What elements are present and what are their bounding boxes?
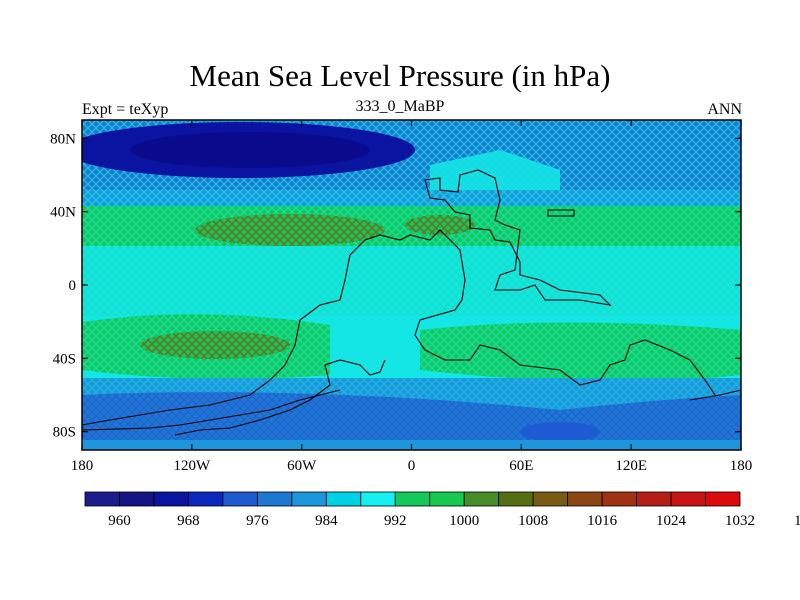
east-coast-fragment <box>689 389 741 401</box>
colorbar-swatch <box>567 491 603 507</box>
south-high-east-hatch <box>420 322 741 382</box>
gondwana-coast-north <box>349 229 716 396</box>
north-ridge <box>430 150 560 195</box>
colorbar-label: 1000 <box>449 513 479 529</box>
coastlines <box>82 169 741 436</box>
lat-tick-label: 40N <box>50 205 76 221</box>
colorbar-label: 1040 <box>794 513 800 529</box>
latitude-axis: 80N 40N 0 40S 80S <box>50 131 741 441</box>
lon-tick-label: 120W <box>173 458 211 474</box>
colorbar-swatch <box>291 491 327 507</box>
colorbar-swatch <box>394 491 431 507</box>
small-island <box>547 209 575 217</box>
lat-tick-label: 80S <box>53 425 76 441</box>
gondwana-coast-west <box>82 254 351 426</box>
colorbar-label: 992 <box>384 513 407 529</box>
colorbar-swatch <box>256 491 293 507</box>
lat-tick-label: 0 <box>69 278 77 294</box>
colorbar-swatch <box>153 491 189 507</box>
colorbar-swatch <box>325 491 362 507</box>
colorbar-swatch <box>360 491 396 507</box>
lon-tick-label: 180 <box>71 458 94 474</box>
colorbar-swatch <box>429 491 465 507</box>
north-transition-hatch <box>82 190 741 208</box>
colorbar-label: 968 <box>177 513 200 529</box>
colorbar-swatch <box>222 491 258 507</box>
lon-tick-label: 120E <box>615 458 647 474</box>
eurasia-coast <box>424 169 612 306</box>
colorbar-label: 1016 <box>587 513 618 529</box>
colorbar-swatch <box>670 491 706 507</box>
colorbar-swatch <box>119 491 155 507</box>
colorbar-swatch <box>188 491 224 507</box>
north-deepest-low <box>130 132 370 168</box>
time-label: 333_0_MaBP <box>355 98 445 115</box>
lat-tick-label: 80N <box>50 131 76 147</box>
north-high-core <box>195 214 385 246</box>
lon-tick-label: 0 <box>408 458 416 474</box>
longitude-axis: 180 120W 60W 0 60E 120E 180 <box>71 120 753 474</box>
colorbar-label: 1008 <box>518 513 548 529</box>
map-title: Mean Sea Level Pressure (in hPa) <box>189 58 611 93</box>
north-high-core-east <box>405 215 475 235</box>
colorbar-label: 984 <box>315 513 338 529</box>
south-high-core <box>140 331 290 359</box>
experiment-label: Expt = teXyp <box>82 101 169 118</box>
colorbar-swatch <box>84 491 120 507</box>
colorbar-swatch <box>601 491 637 507</box>
equatorial-hatch <box>82 246 741 316</box>
colorbar-label: 960 <box>108 513 131 529</box>
colorbar-swatch <box>498 491 534 507</box>
lon-tick-label: 180 <box>730 458 753 474</box>
colorbar-swatch <box>463 491 500 507</box>
colorbar-swatch <box>705 491 741 507</box>
colorbar-label: 1032 <box>725 513 755 529</box>
colorbar: 960 968 976 984 992 1000 1008 1016 1024 1032 1040 <box>84 491 800 529</box>
season-label: ANN <box>707 101 742 118</box>
lon-tick-label: 60E <box>509 458 533 474</box>
colorbar-label: 976 <box>246 513 269 529</box>
lat-tick-label: 40S <box>53 351 76 367</box>
colorbar-swatch <box>636 491 672 507</box>
south-deep-core <box>520 422 600 442</box>
lon-tick-label: 60W <box>287 458 317 474</box>
pressure-field <box>82 120 741 450</box>
southern-land-coast <box>174 359 386 436</box>
gondwana-coast-south <box>82 389 341 431</box>
colorbar-label: 1024 <box>656 513 687 529</box>
colorbar-swatch <box>532 491 569 507</box>
